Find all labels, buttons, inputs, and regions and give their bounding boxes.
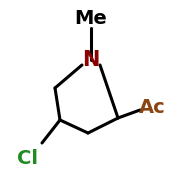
Text: N: N (82, 50, 100, 70)
Text: Cl: Cl (18, 148, 38, 168)
Text: Me: Me (75, 8, 107, 27)
Text: Ac: Ac (139, 97, 165, 117)
